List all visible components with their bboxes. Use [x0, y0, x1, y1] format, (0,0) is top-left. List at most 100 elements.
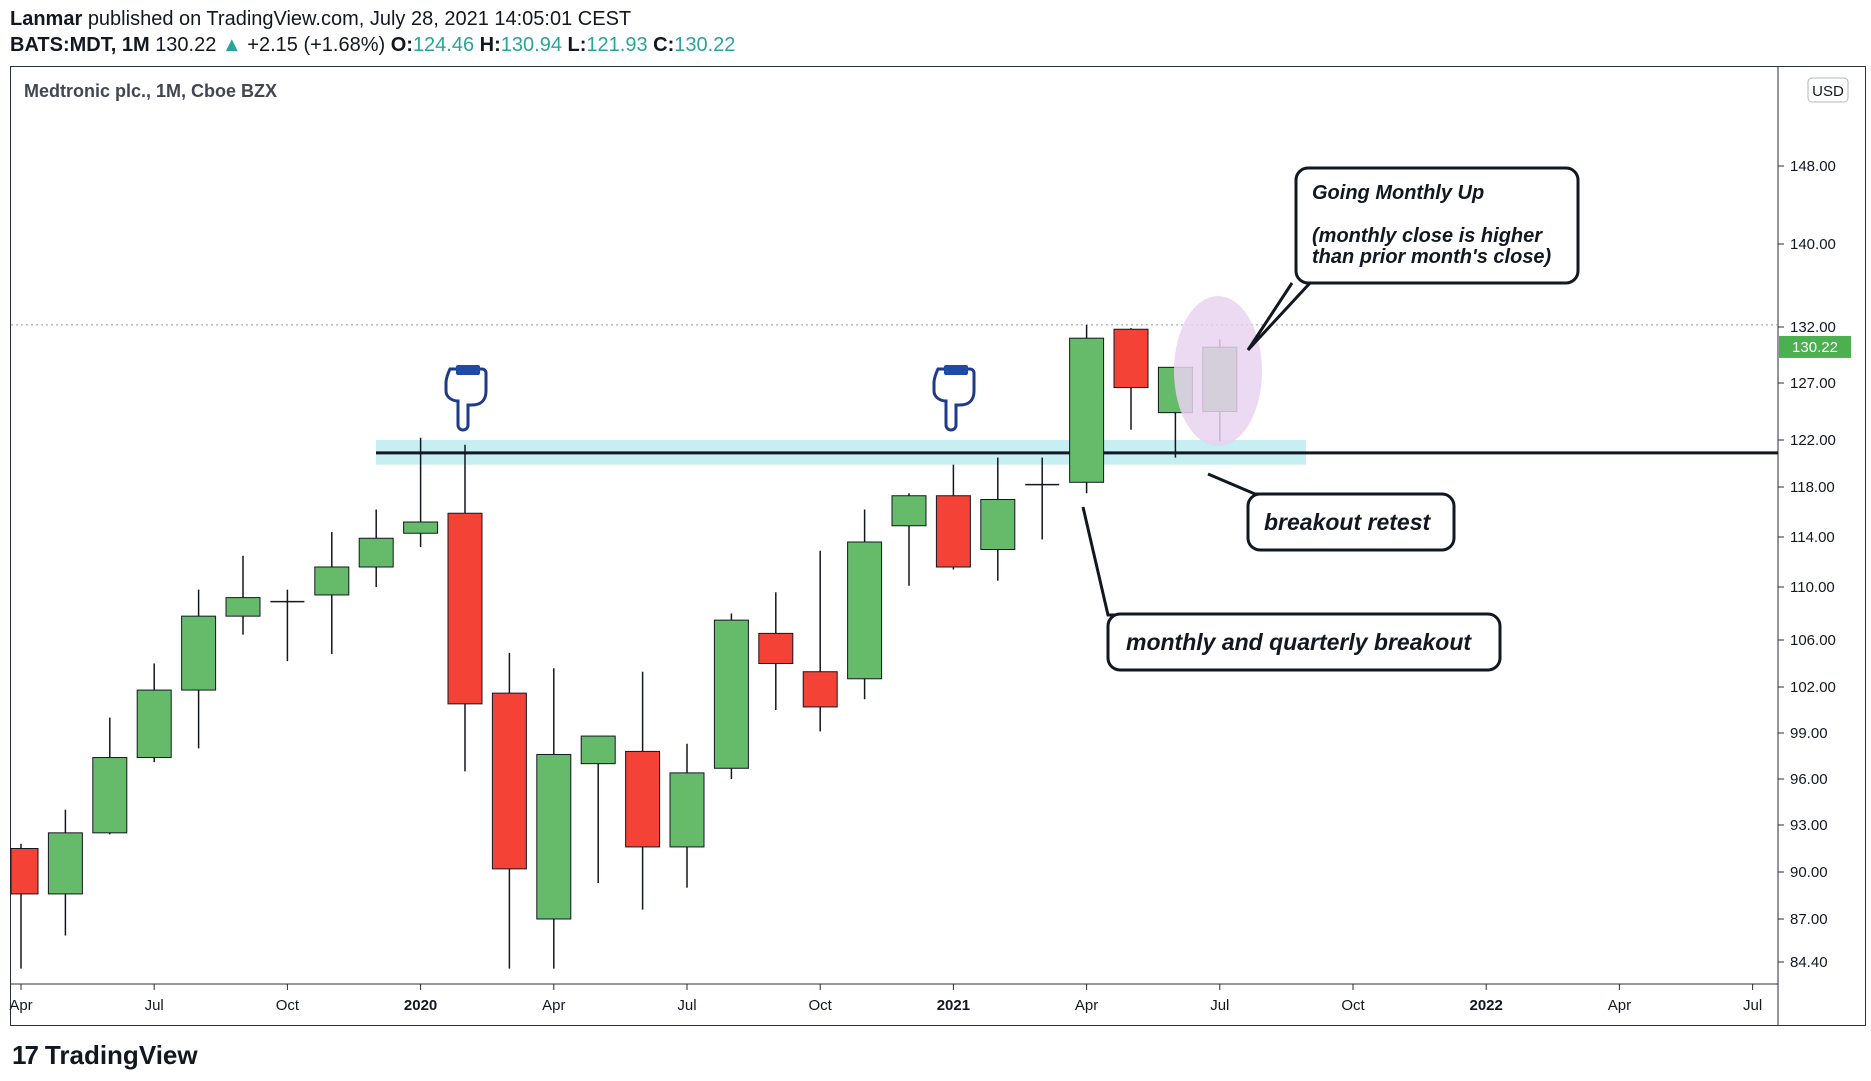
high-value: 130.94 — [500, 34, 562, 56]
currency-badge[interactable] — [1807, 77, 1849, 103]
y-tick-label: 96.00 — [1790, 771, 1828, 788]
candle-body — [225, 597, 261, 617]
candle[interactable] — [802, 550, 838, 732]
candle-body — [1069, 337, 1105, 483]
candle-body — [980, 499, 1016, 550]
callout-line-2: than prior month's close) — [1312, 246, 1552, 268]
candle[interactable] — [136, 663, 172, 763]
candle[interactable] — [980, 457, 1016, 581]
y-tick-label: 122.00 — [1790, 432, 1836, 449]
x-tick-label: 2022 — [1470, 997, 1503, 1014]
high-label: H: — [479, 34, 501, 56]
candle-body — [536, 753, 572, 920]
highlight-ellipse — [1174, 296, 1262, 446]
y-tick-label: 114.00 — [1790, 529, 1835, 546]
callout-text: monthly and quarterly breakout — [1126, 629, 1472, 655]
chart-frame[interactable] — [10, 66, 1866, 1026]
candle[interactable] — [314, 532, 350, 655]
candle-body — [447, 512, 483, 705]
candle[interactable] — [758, 592, 794, 710]
candle-body — [580, 735, 616, 765]
x-tick-label: Apr — [1075, 997, 1098, 1014]
x-tick-label: Jul — [677, 997, 696, 1014]
candle[interactable] — [847, 509, 883, 700]
candle[interactable] — [891, 493, 927, 586]
last-price: 130.22 — [155, 34, 217, 56]
candle[interactable] — [358, 509, 394, 588]
candle-body — [847, 541, 883, 680]
footer-brand[interactable]: 17 TradingView — [12, 1040, 198, 1071]
last-price-tag-label: 130.22 — [1792, 339, 1838, 356]
candle[interactable] — [580, 735, 616, 883]
pointing-hand-icon — [932, 365, 976, 432]
candle[interactable] — [225, 555, 261, 635]
candle-body — [136, 689, 172, 759]
y-tick-label: 90.00 — [1790, 864, 1828, 881]
candle[interactable] — [47, 809, 83, 936]
candle-body — [92, 757, 128, 834]
callout-breakout-retest[interactable]: breakout retest — [1207, 472, 1456, 552]
x-tick-label: Apr — [1608, 997, 1631, 1014]
chart-header: Lanmar published on TradingView.com, Jul… — [10, 6, 735, 58]
candle[interactable] — [181, 589, 217, 749]
x-tick-label: 2020 — [404, 997, 437, 1014]
candle-body — [181, 615, 217, 691]
y-tick-label: 110.00 — [1790, 579, 1835, 596]
candle-body — [491, 692, 527, 870]
callout-going-monthly-up[interactable]: Going Monthly Up (monthly close is highe… — [1246, 166, 1580, 352]
ohlc-line: BATS:MDT, 1M 130.22 ▲ +2.15 (+1.68%) O:1… — [10, 32, 735, 58]
y-tick-label: 84.40 — [1790, 954, 1828, 971]
candles — [10, 324, 1238, 969]
brand-name: TradingView — [44, 1040, 198, 1070]
candle-body — [47, 832, 83, 895]
candle-body — [758, 632, 794, 664]
y-axis-ticks: 148.00 140.00 132.00 127.00 122.00 118.00 114.… — [1778, 158, 1836, 971]
candle-body — [10, 848, 39, 895]
y-tick-label: 99.00 — [1790, 725, 1828, 742]
y-tick-label: 148.00 — [1790, 158, 1836, 175]
candle[interactable] — [1069, 324, 1105, 494]
candle[interactable] — [935, 464, 971, 570]
candle-body — [358, 537, 394, 568]
candle[interactable] — [713, 613, 749, 780]
callout-monthly-quarterly-breakout[interactable]: monthly and quarterly breakout — [1081, 506, 1502, 672]
close-value: 130.22 — [674, 34, 736, 56]
last-price-tag — [1779, 335, 1851, 358]
low-label: L: — [567, 34, 587, 56]
candle-body — [314, 566, 350, 596]
close-label: C: — [653, 34, 675, 56]
x-axis-ticks: Apr Jul Oct 2020 Apr Jul Oct 2021 Apr Jul Oct 2022 A… — [9, 984, 1762, 1014]
open-label: O: — [390, 34, 413, 56]
change-arrow-icon: ▲ — [221, 34, 242, 56]
y-tick-label: 118.00 — [1790, 479, 1835, 496]
candle[interactable] — [92, 717, 128, 835]
candle[interactable] — [491, 652, 527, 969]
candle[interactable] — [403, 437, 439, 547]
publish-info: published on TradingView.com, July 28, 2… — [87, 8, 632, 30]
x-tick-label: Oct — [276, 997, 300, 1014]
x-tick-label: 2021 — [937, 997, 970, 1014]
y-tick-label: 93.00 — [1790, 817, 1828, 834]
tradingview-logo-icon: 17 — [12, 1040, 39, 1070]
candle-body — [403, 521, 439, 534]
x-tick-label: Oct — [809, 997, 833, 1014]
candle-body — [625, 750, 661, 848]
price-change: +2.15 (+1.68%) — [247, 34, 386, 56]
candle[interactable] — [625, 671, 661, 910]
candle[interactable] — [669, 743, 705, 888]
candle[interactable] — [1025, 457, 1060, 540]
candle-body — [935, 495, 971, 568]
x-tick-label: Apr — [9, 997, 32, 1014]
x-tick-label: Jul — [145, 997, 164, 1014]
candle[interactable] — [10, 843, 39, 969]
candle[interactable] — [270, 589, 305, 662]
callout-line-1: (monthly close is higher — [1312, 225, 1543, 247]
callout-title: Going Monthly Up — [1312, 182, 1484, 204]
author-name[interactable]: Lanmar — [10, 8, 83, 30]
candle[interactable] — [536, 668, 572, 969]
candle[interactable] — [1113, 328, 1149, 430]
open-value: 124.46 — [412, 34, 475, 56]
candle[interactable] — [447, 444, 483, 772]
candle-body — [891, 495, 927, 527]
